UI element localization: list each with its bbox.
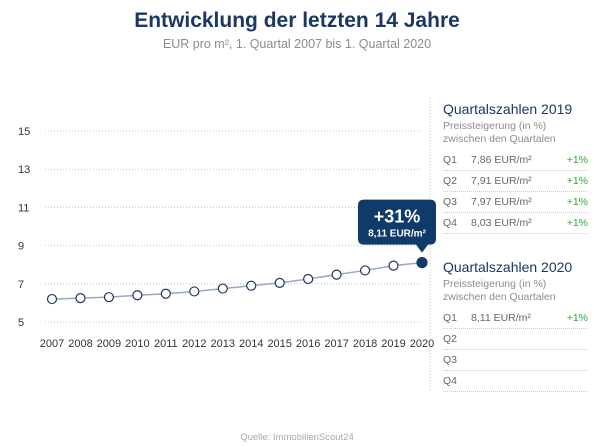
x-tick-label: 2017 bbox=[324, 338, 348, 350]
data-point bbox=[189, 286, 200, 297]
quarter-row: Q4 8,03 EUR/m² +1% bbox=[443, 213, 588, 234]
quarter-row: Q3 7,97 EUR/m² +1% bbox=[443, 192, 588, 213]
data-point bbox=[303, 273, 314, 285]
quarter-delta: +1% bbox=[566, 312, 588, 324]
quarter-label: Q4 bbox=[443, 217, 458, 229]
quarter-row: Q2 7,91 EUR/m² +1% bbox=[443, 171, 588, 192]
quarter-row: Q1 7,86 EUR/m² +1% bbox=[443, 150, 588, 171]
x-tick-label: 2008 bbox=[68, 338, 92, 350]
x-tick-label: 2015 bbox=[267, 338, 291, 350]
quarter-panel-2020: Quartalszahlen 2020 Preissteigerung (in … bbox=[443, 258, 588, 392]
quarter-delta: +1% bbox=[566, 175, 588, 187]
y-tick-label: 5 bbox=[18, 317, 24, 329]
x-tick-label: 2013 bbox=[211, 338, 235, 350]
panel-subtitle: Preissteigerung (in %) zwischen den Quar… bbox=[443, 120, 588, 145]
x-tick-label: 2014 bbox=[239, 338, 263, 350]
callout-value: 8,11 EUR/m² bbox=[368, 229, 426, 240]
y-tick-label: 11 bbox=[18, 202, 29, 214]
callout-percentage: +31% bbox=[374, 207, 421, 227]
panel-title: Quartalszahlen 2020 bbox=[443, 259, 573, 275]
quarter-value: 8,11 EUR/m² bbox=[471, 312, 531, 324]
quarter-row: Q4 bbox=[443, 371, 588, 392]
quarter-panel-2019: Quartalszahlen 2019 Preissteigerung (in … bbox=[443, 100, 588, 234]
quarter-value: 8,03 EUR/m² bbox=[471, 217, 532, 229]
quarter-value: 7,97 EUR/m² bbox=[471, 196, 532, 208]
quarter-value: 7,91 EUR/m² bbox=[471, 175, 532, 187]
x-tick-label: 2020 bbox=[410, 338, 434, 350]
highlight-point bbox=[416, 256, 428, 269]
data-point bbox=[160, 288, 171, 299]
data-point bbox=[388, 260, 399, 271]
quarter-label: Q3 bbox=[443, 196, 458, 208]
x-tick-label: 2007 bbox=[40, 338, 64, 350]
y-tick-label: 13 bbox=[18, 164, 30, 176]
quarter-label: Q1 bbox=[443, 154, 458, 166]
data-point bbox=[103, 292, 115, 303]
quarter-label: Q3 bbox=[443, 354, 458, 366]
x-tick-label: 2011 bbox=[154, 338, 178, 350]
x-tick-label: 2018 bbox=[353, 338, 377, 350]
source-note: Quelle: ImmobilienScout24 bbox=[240, 432, 354, 443]
data-point bbox=[274, 277, 285, 288]
x-tick-label: 2012 bbox=[182, 338, 206, 350]
quarter-row: Q2 bbox=[443, 329, 588, 350]
panel-subtitle-line: zwischen den Quartalen bbox=[443, 290, 556, 303]
data-point bbox=[46, 293, 58, 305]
quarter-label: Q1 bbox=[443, 312, 458, 324]
data-point bbox=[217, 283, 228, 294]
panel-subtitle: Preissteigerung (in %) zwischen den Quar… bbox=[443, 278, 588, 303]
panel-subtitle-line: Preissteigerung (in %) bbox=[443, 278, 547, 290]
quarter-row: Q3 bbox=[443, 350, 588, 371]
data-point bbox=[246, 280, 257, 291]
data-point bbox=[359, 265, 371, 276]
quarter-label: Q4 bbox=[443, 375, 458, 387]
x-tick-label: 2016 bbox=[296, 338, 320, 350]
data-point bbox=[331, 269, 342, 280]
data-point bbox=[132, 290, 143, 301]
quarter-delta: +1% bbox=[566, 154, 588, 166]
quarter-label: Q2 bbox=[443, 175, 458, 187]
x-tick-label: 2010 bbox=[125, 338, 149, 350]
panel-title: Quartalszahlen 2019 bbox=[443, 101, 573, 117]
callout-bubble bbox=[358, 199, 436, 253]
quarter-label: Q2 bbox=[443, 333, 458, 345]
quarter-row: Q1 8,11 EUR/m² +1% bbox=[443, 308, 588, 329]
data-point bbox=[75, 293, 86, 304]
quarter-delta: +1% bbox=[566, 217, 588, 229]
y-tick-label: 9 bbox=[18, 241, 24, 253]
y-tick-label: 15 bbox=[18, 126, 30, 138]
panel-subtitle-line: zwischen den Quartalen bbox=[443, 132, 556, 145]
chart-title: Entwicklung der letzten 14 Jahre bbox=[134, 9, 460, 32]
y-tick-label: 7 bbox=[18, 279, 24, 291]
panel-subtitle-line: Preissteigerung (in %) bbox=[443, 120, 547, 132]
quarter-value: 7,86 EUR/m² bbox=[471, 154, 532, 166]
quarter-delta: +1% bbox=[566, 196, 588, 208]
chart-subtitle: EUR pro m², 1. Quartal 2007 bis 1. Quart… bbox=[162, 37, 432, 51]
x-tick-label: 2019 bbox=[381, 338, 405, 350]
x-tick-label: 2009 bbox=[97, 338, 121, 350]
